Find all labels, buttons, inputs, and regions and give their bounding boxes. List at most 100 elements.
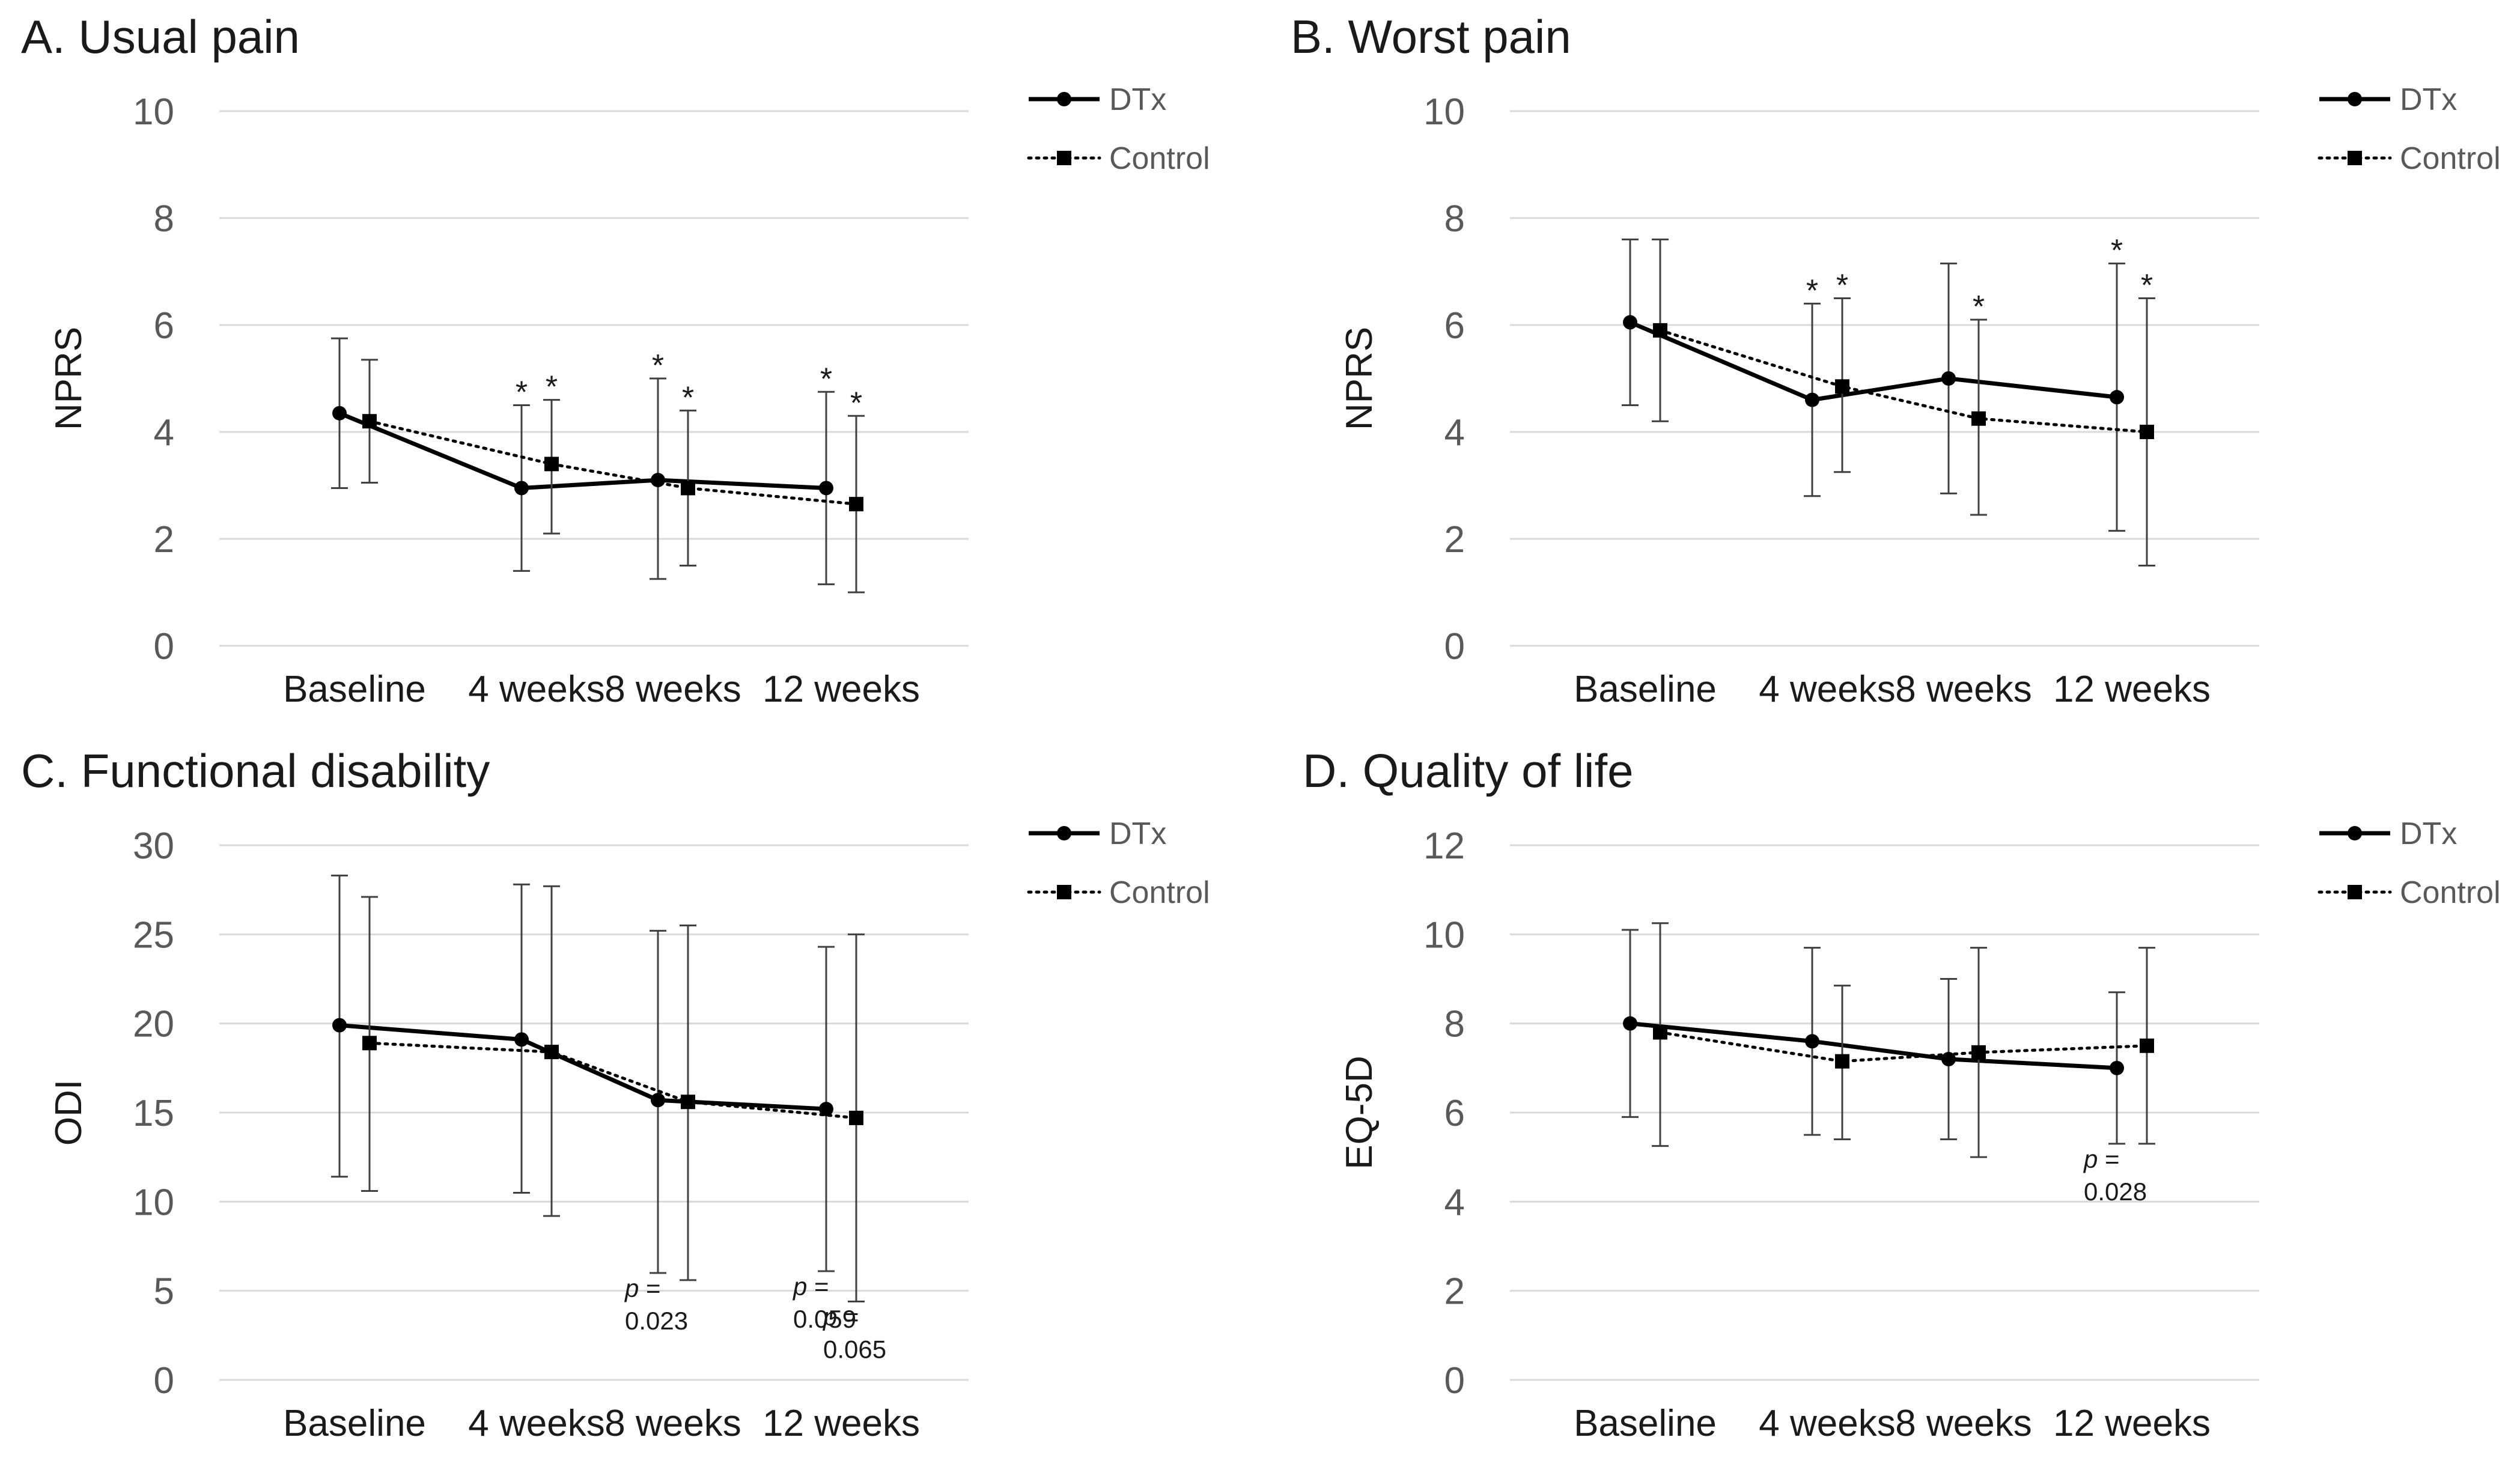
y-tick-label: 6	[1444, 1093, 1465, 1134]
significance-star: *	[1836, 269, 1848, 303]
legend-label-dtx: DTx	[2400, 816, 2457, 851]
chart-panel-4: D. Quality of life 0 2 4 6 8 10 12 EQ-5D Baseline…	[1303, 744, 2501, 1444]
series-line-dtx	[339, 1023, 827, 1111]
x-category-label: 8 weeks	[604, 669, 741, 710]
legend: DTx Control	[1027, 816, 1210, 910]
x-category-label: Baseline	[1574, 1403, 1717, 1444]
y-tick-label: 2	[1444, 1271, 1465, 1313]
y-tick-label: 20	[133, 1004, 174, 1045]
p-equals: =	[837, 1302, 859, 1331]
series-line-control	[1658, 1031, 2149, 1063]
x-category-label: 4 weeks	[468, 669, 604, 710]
x-category-label: 8 weeks	[604, 1403, 741, 1444]
legend-marker-control	[1057, 151, 1071, 165]
y-tick-label: 10	[133, 91, 174, 133]
p-value-annotation: p =	[624, 1274, 661, 1302]
series-line-control	[368, 419, 858, 506]
p-equals: =	[2098, 1145, 2119, 1173]
data-point-dtx	[1623, 315, 1637, 330]
data-point-control	[1653, 323, 1667, 338]
data-point-dtx	[332, 406, 347, 421]
legend-marker-dtx	[1057, 92, 1071, 106]
y-axis-label: EQ-5D	[1339, 1056, 1380, 1169]
legend-label-control: Control	[1109, 875, 1210, 910]
p-value: 0.028	[2084, 1177, 2147, 1206]
x-category-label: 12 weeks	[762, 1403, 920, 1444]
p-value-annotation: p =	[822, 1302, 859, 1331]
data-point-dtx	[1805, 1034, 1819, 1049]
y-tick-label: 4	[1444, 412, 1465, 454]
chart-panel-3: C. Functional disability 0 5 10 15 20 25 30 ODI B…	[21, 744, 1210, 1444]
x-category-label: 8 weeks	[1895, 1403, 2032, 1444]
significance-star: *	[682, 380, 694, 415]
y-tick-label: 2	[1444, 519, 1465, 560]
panel-title: D. Quality of life	[1303, 744, 1634, 797]
x-category-label: Baseline	[283, 1403, 426, 1444]
x-category-label: 4 weeks	[468, 1403, 604, 1444]
x-category-label: 4 weeks	[1759, 669, 1895, 710]
legend-label-dtx: DTx	[2400, 82, 2457, 117]
data-point-control	[544, 457, 559, 472]
legend: DTx Control	[2318, 82, 2501, 176]
chart-panel-2: B. Worst pain 0 2 4 6 8 10 NPRS Baseline 4 weeks 8…	[1291, 10, 2501, 710]
panel-title: C. Functional disability	[21, 744, 490, 797]
y-tick-label: 2	[154, 519, 174, 560]
x-category-label: 12 weeks	[762, 669, 920, 710]
significance-star: *	[2111, 234, 2123, 269]
legend-label-control: Control	[1109, 141, 1210, 176]
legend-marker-dtx	[2348, 826, 2362, 840]
data-point-dtx	[2110, 1060, 2124, 1075]
legend-label-control: Control	[2400, 875, 2501, 910]
y-axis-label: NPRS	[1339, 327, 1380, 430]
y-tick-label: 6	[1444, 305, 1465, 347]
y-tick-label: 0	[1444, 626, 1465, 667]
y-tick-label: 12	[1423, 825, 1465, 867]
data-point-control	[2140, 425, 2154, 439]
data-point-dtx	[1623, 1016, 1637, 1031]
y-tick-label: 4	[154, 412, 174, 454]
data-point-control	[362, 1036, 377, 1051]
data-point-control	[1835, 379, 1849, 394]
p-value-annotation: p =	[792, 1272, 829, 1301]
x-category-label: Baseline	[283, 669, 426, 710]
y-tick-label: 30	[133, 825, 174, 867]
p-symbol: p	[822, 1302, 837, 1331]
panel-title: A. Usual pain	[21, 10, 300, 63]
y-tick-label: 5	[154, 1271, 174, 1313]
y-tick-label: 6	[154, 305, 174, 347]
data-point-control	[1653, 1025, 1667, 1040]
significance-star: *	[850, 386, 862, 421]
panel-title: B. Worst pain	[1291, 10, 1571, 63]
data-point-dtx	[819, 481, 833, 496]
p-value: 0.059	[793, 1305, 856, 1333]
p-equals: =	[639, 1274, 660, 1302]
data-point-dtx	[1941, 1052, 1956, 1066]
chart-panel-1: A. Usual pain 0 2 4 6 8 10 NPRS Baseline 4 weeks 8…	[21, 10, 1210, 710]
x-category-label: 12 weeks	[2053, 669, 2211, 710]
significance-star: *	[546, 370, 558, 405]
legend-label-dtx: DTx	[1109, 82, 1166, 117]
y-tick-label: 0	[154, 1360, 174, 1402]
significance-star: *	[2141, 269, 2153, 303]
y-tick-label: 0	[154, 626, 174, 667]
y-tick-label: 10	[1423, 914, 1465, 956]
y-tick-label: 4	[1444, 1182, 1465, 1223]
p-symbol: p	[792, 1272, 807, 1301]
series-line-dtx	[1630, 1021, 2117, 1071]
data-point-control	[2140, 1038, 2154, 1053]
y-tick-label: 8	[1444, 198, 1465, 240]
y-tick-label: 10	[133, 1182, 174, 1223]
data-point-dtx	[332, 1018, 347, 1033]
data-point-dtx	[2110, 390, 2124, 405]
y-tick-label: 0	[1444, 1360, 1465, 1402]
y-tick-label: 8	[154, 198, 174, 240]
significance-star: *	[1806, 273, 1818, 308]
legend-label-control: Control	[2400, 141, 2501, 176]
data-point-dtx	[1805, 392, 1819, 407]
data-point-control	[681, 481, 695, 496]
legend-marker-control	[2348, 885, 2362, 899]
legend-label-dtx: DTx	[1109, 816, 1166, 851]
x-category-label: Baseline	[1574, 669, 1717, 710]
data-point-dtx	[1941, 371, 1956, 386]
legend: DTx Control	[2318, 816, 2501, 910]
